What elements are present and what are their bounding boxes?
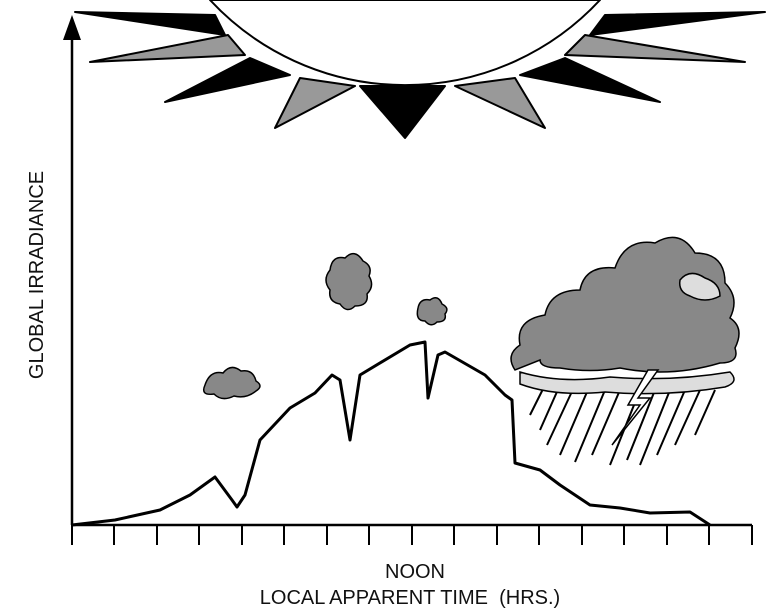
- y-axis-label: GLOBAL IRRADIANCE: [26, 171, 48, 379]
- x-axis-label: LOCAL APPARENT TIME (HRS.): [260, 587, 560, 609]
- irradiance-curve: [71, 340, 711, 527]
- axes: [63, 15, 753, 545]
- x-axis-noon: NOON: [385, 561, 445, 583]
- sun: [74, 0, 766, 139]
- small-clouds: [202, 252, 448, 400]
- storm-cloud: [510, 236, 740, 466]
